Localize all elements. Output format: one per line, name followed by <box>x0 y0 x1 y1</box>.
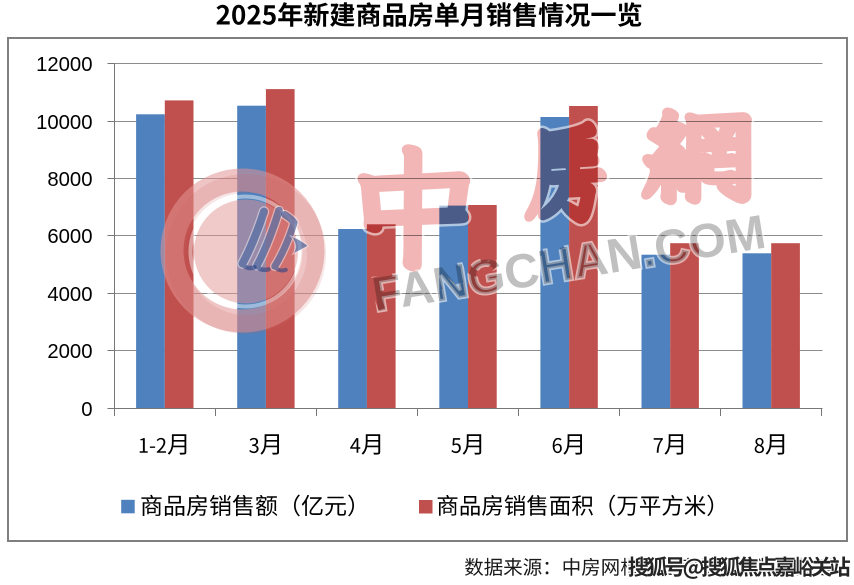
svg-text:2000: 2000 <box>47 341 92 363</box>
svg-text:6000: 6000 <box>47 226 92 248</box>
svg-text:0: 0 <box>81 399 92 421</box>
svg-text:12000: 12000 <box>36 54 92 76</box>
svg-text:4000: 4000 <box>47 284 92 306</box>
svg-text:10000: 10000 <box>36 112 92 134</box>
svg-text:8000: 8000 <box>47 169 92 191</box>
